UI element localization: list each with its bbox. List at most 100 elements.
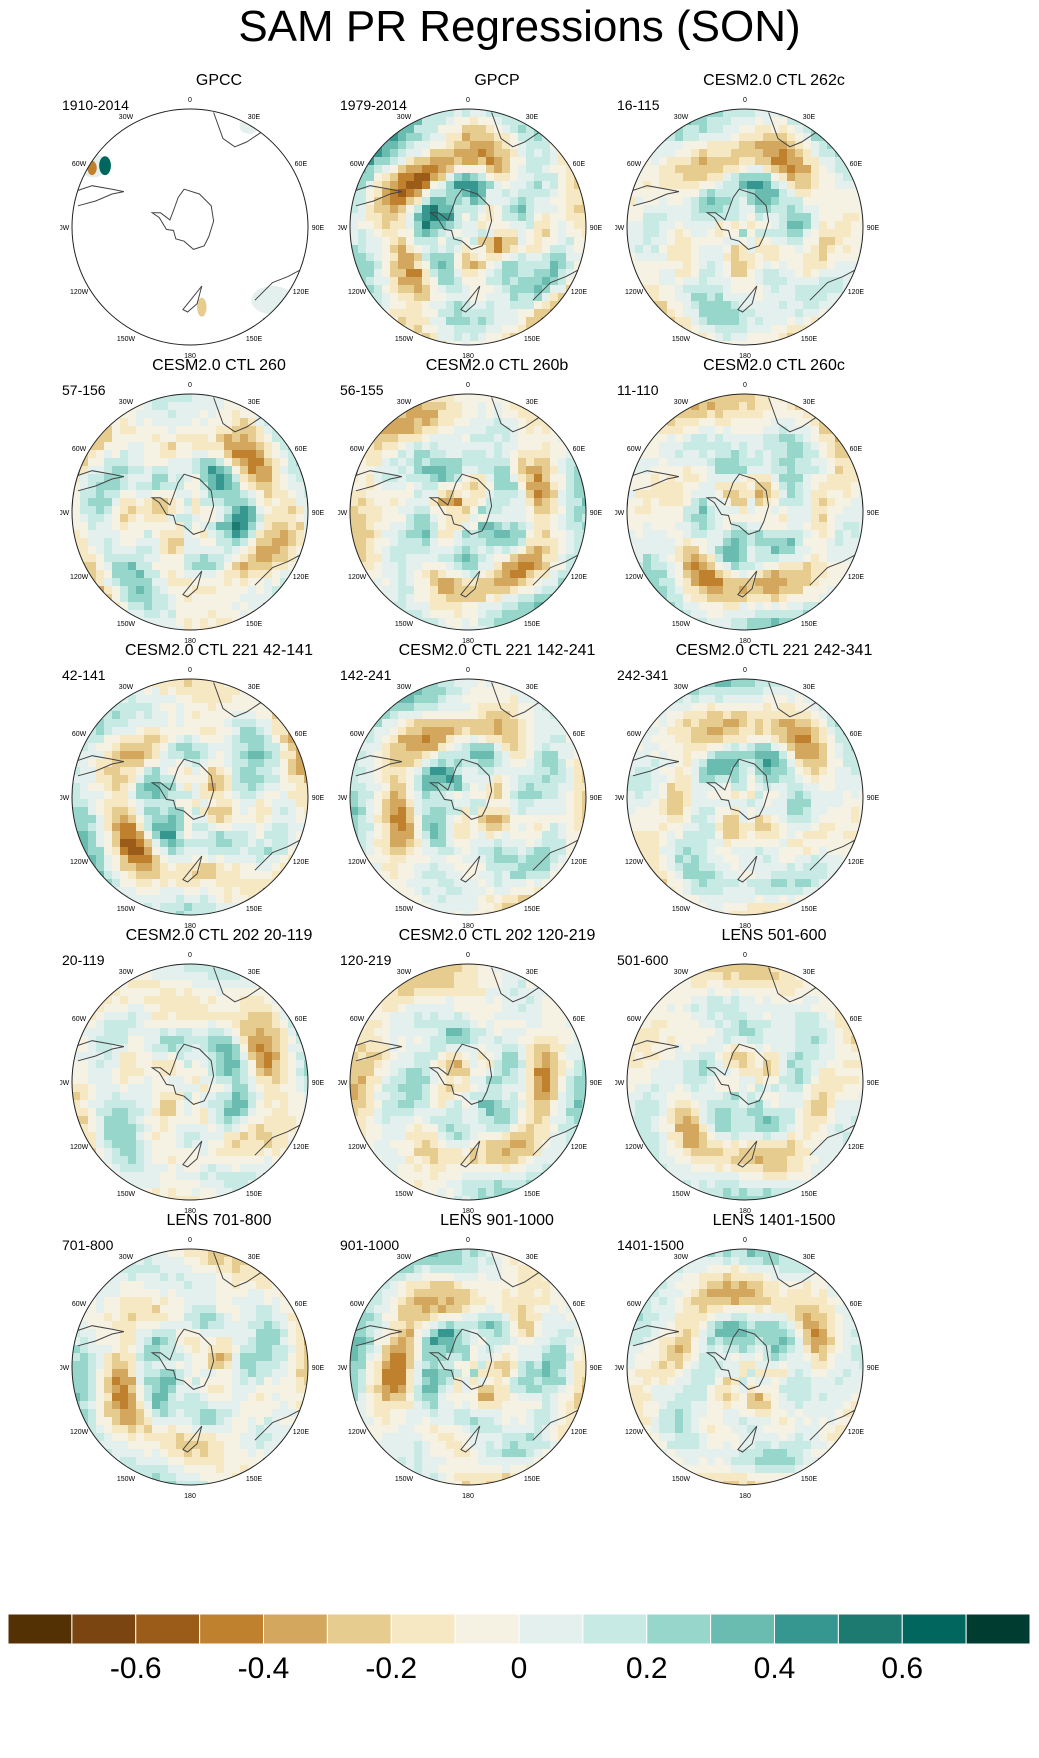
longitude-label: 0 (188, 667, 192, 674)
longitude-label: 120E (293, 289, 310, 296)
longitude-label: 150E (246, 1476, 263, 1483)
longitude-label: 120E (571, 574, 588, 581)
colorbar-bin (8, 1614, 73, 1644)
longitude-label: 30E (248, 114, 261, 121)
precip-field (627, 109, 863, 345)
map-boundary (71, 678, 309, 916)
longitude-label: 90W (60, 225, 70, 232)
colorbar-bin (135, 1614, 201, 1644)
longitude-label: 150W (117, 621, 136, 628)
polar-map: 0 30E 60E 90E 120E 150E 180 150W 120W 90W 60W 30W (615, 952, 880, 1215)
longitude-label: 30W (674, 114, 689, 121)
longitude-label: 60W (350, 1016, 365, 1023)
map-panel: GPCC 1910-2014 0 30E 60E 90E 120E 150E 180 150W 12… (60, 72, 400, 382)
colorbar-tick-label: 0 (510, 1652, 528, 1685)
longitude-label: 60E (850, 1016, 863, 1023)
longitude-label: 150E (246, 1191, 263, 1198)
precip-field (72, 679, 308, 915)
precip-field (627, 964, 863, 1200)
longitude-label: 150E (246, 336, 263, 343)
polar-map: 0 30E 60E 90E 120E 150E 180 150W 120W 90W 60W 30W (615, 1237, 880, 1500)
longitude-label: 30W (397, 114, 412, 121)
longitude-label: 90E (867, 795, 880, 802)
longitude-label: 150W (117, 906, 136, 913)
longitude-label: 150W (395, 1476, 414, 1483)
longitude-label: 120W (348, 1429, 367, 1436)
longitude-label: 60E (573, 731, 586, 738)
longitude-label: 90W (338, 795, 348, 802)
longitude-label: 90E (867, 1365, 880, 1372)
map-boundary (349, 1248, 587, 1486)
longitude-label: 60W (350, 446, 365, 453)
longitude-label: 60E (295, 1301, 308, 1308)
longitude-label: 90W (60, 510, 70, 517)
panel-title: GPCC (195, 72, 243, 89)
longitude-label: 0 (466, 952, 470, 959)
colorbar-bin (901, 1614, 967, 1644)
polar-map: 0 30E 60E 90E 120E 150E 180 150W 120W 90W 60W 30W (60, 952, 325, 1215)
longitude-label: 30W (397, 969, 412, 976)
longitude-label: 90E (312, 510, 325, 517)
longitude-label: 150W (117, 336, 136, 343)
panel-period: 701-800 (62, 1237, 114, 1253)
map-panel: CESM2.0 CTL 260c 11-110 0 30E 60E 90E 120E 150E… (615, 357, 955, 667)
longitude-label: 90E (312, 795, 325, 802)
colorbar (8, 1614, 1030, 1644)
precip-field (350, 109, 586, 345)
panel-period: 242-341 (617, 667, 669, 683)
longitude-label: 30E (248, 1254, 261, 1261)
longitude-label: 90E (867, 1080, 880, 1087)
polar-map: 0 30E 60E 90E 120E 150E 180 150W 120W 90W 60W 30W (60, 382, 325, 645)
longitude-label: 60E (573, 446, 586, 453)
longitude-label: 120W (70, 1144, 89, 1151)
colorbar-tick-label: -0.4 (237, 1652, 290, 1685)
longitude-label: 150E (801, 336, 818, 343)
longitude-label: 150E (801, 1191, 818, 1198)
map-panel: CESM2.0 CTL 202 20-119 20-119 0 30E 60E 90E 12… (60, 927, 400, 1237)
panel-title: LENS 1401-1500 (712, 1212, 836, 1229)
longitude-label: 60W (72, 731, 87, 738)
longitude-label: 0 (188, 97, 192, 104)
longitude-label: 180 (739, 1208, 751, 1215)
longitude-label: 150W (672, 1476, 691, 1483)
panel-period: 11-110 (617, 382, 659, 398)
map-boundary (71, 393, 309, 631)
precip-field (72, 964, 308, 1200)
map-boundary (626, 393, 864, 631)
longitude-label: 0 (188, 1237, 192, 1244)
colorbar-bin (390, 1614, 456, 1644)
panel-period: 901-1000 (340, 1237, 400, 1253)
colorbar-bin (965, 1614, 1030, 1644)
longitude-label: 180 (184, 1493, 196, 1500)
longitude-label: 90E (590, 225, 603, 232)
longitude-label: 30E (526, 1254, 539, 1261)
longitude-label: 60E (850, 161, 863, 168)
longitude-label: 0 (743, 382, 747, 389)
longitude-label: 150W (395, 1191, 414, 1198)
longitude-label: 60W (350, 161, 365, 168)
precip-field (350, 1249, 586, 1485)
longitude-label: 120E (848, 574, 865, 581)
longitude-label: 120W (70, 859, 89, 866)
colorbar-tick-labels: -0.6 -0.4 -0.2 0 0.2 0.4 0.6 (0, 1652, 1039, 1692)
map-panel: CESM2.0 CTL 202 120-219 120-219 0 30E 60E 90E… (338, 927, 678, 1237)
map-panel: CESM2.0 CTL 262c 16-115 0 30E 60E 90E 120E 150E… (615, 72, 955, 382)
longitude-label: 90E (312, 1365, 325, 1372)
precip-field (627, 1249, 863, 1485)
longitude-label: 180 (739, 923, 751, 930)
longitude-label: 120W (70, 574, 89, 581)
longitude-label: 60W (350, 1301, 365, 1308)
longitude-label: 0 (466, 382, 470, 389)
longitude-label: 120E (571, 859, 588, 866)
longitude-label: 60W (350, 731, 365, 738)
longitude-label: 90W (60, 1365, 70, 1372)
precip-field (350, 964, 586, 1200)
longitude-label: 150W (672, 621, 691, 628)
longitude-label: 30W (119, 1254, 134, 1261)
colorbar-tick-label: 0.4 (753, 1652, 796, 1685)
longitude-label: 0 (188, 952, 192, 959)
longitude-label: 90W (615, 1080, 625, 1087)
longitude-label: 120W (348, 574, 367, 581)
panel-title: CESM2.0 CTL 221 242-341 (675, 642, 873, 659)
longitude-label: 90W (338, 510, 348, 517)
